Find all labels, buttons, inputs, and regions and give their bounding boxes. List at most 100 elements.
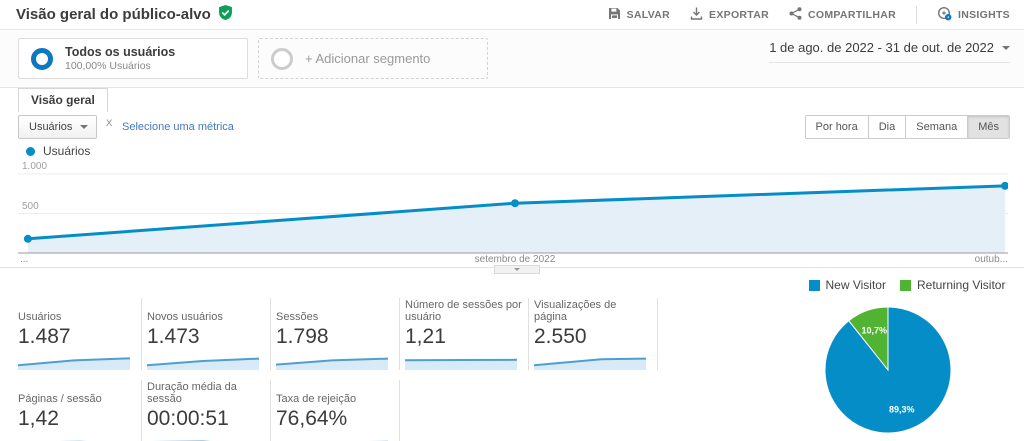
visitor-type-pie-panel: New Visitor Returning Visitor 89,3% 10,7% (790, 278, 1024, 441)
metric-sparkline (534, 352, 646, 370)
metric-card-sessoes-por-usuario[interactable]: Número de sessões por usuário 1,21 (405, 298, 529, 370)
metric-scorecards: Usuários 1.487 Novos usuários 1.473 Sess… (18, 298, 663, 441)
metric-sparkline (18, 434, 130, 441)
metric-label: Novos usuários (147, 298, 264, 323)
chevron-down-icon (1002, 46, 1010, 50)
metric-card-novos-usuarios[interactable]: Novos usuários 1.473 (147, 298, 271, 370)
vs-label: X (106, 118, 112, 129)
metric-value: 2.550 (534, 325, 651, 349)
svg-text:10,7%: 10,7% (862, 326, 888, 336)
metric-row: Páginas / sessão 1,42 Duração média da s… (18, 380, 663, 441)
segment-circle-icon (31, 48, 53, 70)
divider (0, 87, 1024, 88)
metric-select-value: Usuários (29, 121, 72, 133)
metric-card-sessoes[interactable]: Sessões 1.798 (276, 298, 400, 370)
metric-sparkline (18, 352, 130, 370)
save-button[interactable]: SALVAR (608, 7, 670, 23)
new-visitor-swatch-icon (809, 280, 820, 291)
metric-label: Visualizações de página (534, 298, 651, 323)
insights-label: INSIGHTS (958, 9, 1010, 21)
metric-sparkline (147, 434, 259, 441)
select-metric-link[interactable]: Selecione uma métrica (122, 121, 234, 133)
download-icon (690, 7, 703, 23)
metric-card-visualizacoes[interactable]: Visualizações de página 2.550 (534, 298, 658, 370)
export-button[interactable]: EXPORTAR (690, 7, 769, 23)
returning-visitor-swatch-icon (900, 280, 911, 291)
date-range-selector[interactable]: 1 de ago. de 2022 - 31 de out. de 2022 (769, 40, 1010, 63)
metric-card-usuarios[interactable]: Usuários 1.487 (18, 298, 142, 370)
insights-button[interactable]: INSIGHTS (937, 6, 1010, 24)
series-name: Usuários (43, 144, 90, 158)
metric-label: Duração média da sessão (147, 380, 264, 405)
title-wrap: Visão geral do público-alvo (16, 5, 233, 25)
share-icon (789, 7, 802, 23)
metric-sparkline (276, 434, 388, 441)
granularity-button-group: Por hora Dia Semana Mês (805, 115, 1010, 139)
segment-all-users[interactable]: Todos os usuários 100,00% Usuários (18, 38, 248, 79)
header-divider (916, 6, 917, 24)
x-axis-tick: outub... (975, 254, 1008, 265)
tab-overview-label: Visão geral (31, 93, 95, 107)
page-title: Visão geral do público-alvo (16, 6, 211, 23)
timeline-chart[interactable]: 500 1.000 (18, 162, 1008, 258)
metric-label: Páginas / sessão (18, 380, 135, 405)
report-header: Visão geral do público-alvo SALVAR EXPOR… (0, 0, 1024, 30)
granularity-month-button[interactable]: Mês (968, 115, 1010, 139)
granularity-week-button[interactable]: Semana (906, 115, 968, 139)
y-axis-tick: 500 (22, 201, 39, 212)
metric-value: 1.473 (147, 325, 264, 349)
metric-sparkline (147, 352, 259, 370)
export-label: EXPORTAR (709, 9, 769, 21)
add-segment-button[interactable]: + Adicionar segmento (258, 38, 488, 79)
add-segment-circle-icon (271, 48, 293, 70)
x-axis-tick: setembro de 2022 (475, 254, 556, 265)
metric-card-paginas-sessao[interactable]: Páginas / sessão 1,42 (18, 380, 142, 441)
series-dot-icon (26, 147, 35, 156)
share-label: COMPARTILHAR (808, 9, 896, 21)
pie-legend: New Visitor Returning Visitor (790, 278, 1024, 292)
metric-value: 1.487 (18, 325, 135, 349)
metric-row: Usuários 1.487 Novos usuários 1.473 Sess… (18, 298, 663, 370)
metric-label: Número de sessões por usuário (405, 298, 522, 323)
granularity-day-button[interactable]: Dia (869, 115, 907, 139)
metric-sparkline (276, 352, 388, 370)
chevron-down-icon (514, 268, 520, 271)
metric-value: 00:00:51 (147, 407, 264, 431)
pie-legend-label: New Visitor (826, 278, 886, 292)
tab-overview[interactable]: Visão geral (18, 88, 108, 112)
granularity-hour-button[interactable]: Por hora (805, 115, 869, 139)
metric-card-taxa-rejeicao[interactable]: Taxa de rejeição 76,64% (276, 380, 400, 441)
metric-card-duracao-media[interactable]: Duração média da sessão 00:00:51 (147, 380, 271, 441)
segment-text: Todos os usuários 100,00% Usuários (65, 45, 175, 72)
save-icon (608, 7, 621, 23)
metric-label: Taxa de rejeição (276, 380, 393, 405)
insights-icon (937, 6, 952, 24)
share-button[interactable]: COMPARTILHAR (789, 7, 896, 23)
date-range-text: 1 de ago. de 2022 - 31 de out. de 2022 (769, 40, 994, 55)
y-axis-tick: 1.000 (22, 161, 47, 172)
tab-row: Visão geral (18, 88, 108, 112)
segment-title: Todos os usuários (65, 45, 175, 59)
metric-value: 1,21 (405, 325, 522, 349)
timeline-svg (18, 162, 1008, 258)
visitor-type-pie-chart[interactable]: 89,3% 10,7% (790, 292, 1024, 439)
chart-toolbar: Usuários X Selecione uma métrica Por hor… (0, 112, 1024, 142)
pie-legend-label: Returning Visitor (917, 278, 1006, 292)
header-actions: SALVAR EXPORTAR COMPARTILHAR INSIGHTS (608, 6, 1010, 24)
metric-label: Usuários (18, 298, 135, 323)
svg-text:89,3%: 89,3% (889, 404, 915, 414)
metric-label: Sessões (276, 298, 393, 323)
chevron-down-icon (80, 125, 88, 129)
metric-select-dropdown[interactable]: Usuários (18, 115, 97, 139)
metric-sparkline (405, 352, 517, 370)
timeline-expander-handle[interactable] (494, 265, 540, 274)
verified-shield-icon (218, 5, 233, 25)
metric-value: 76,64% (276, 407, 393, 431)
timeline-legend: Usuários (26, 144, 90, 158)
segment-subtitle: 100,00% Usuários (65, 60, 175, 72)
add-segment-label: + Adicionar segmento (305, 51, 430, 66)
x-axis-tick: ... (20, 254, 28, 265)
metric-value: 1.798 (276, 325, 393, 349)
metric-value: 1,42 (18, 407, 135, 431)
segment-band: Todos os usuários 100,00% Usuários + Adi… (0, 30, 1024, 87)
